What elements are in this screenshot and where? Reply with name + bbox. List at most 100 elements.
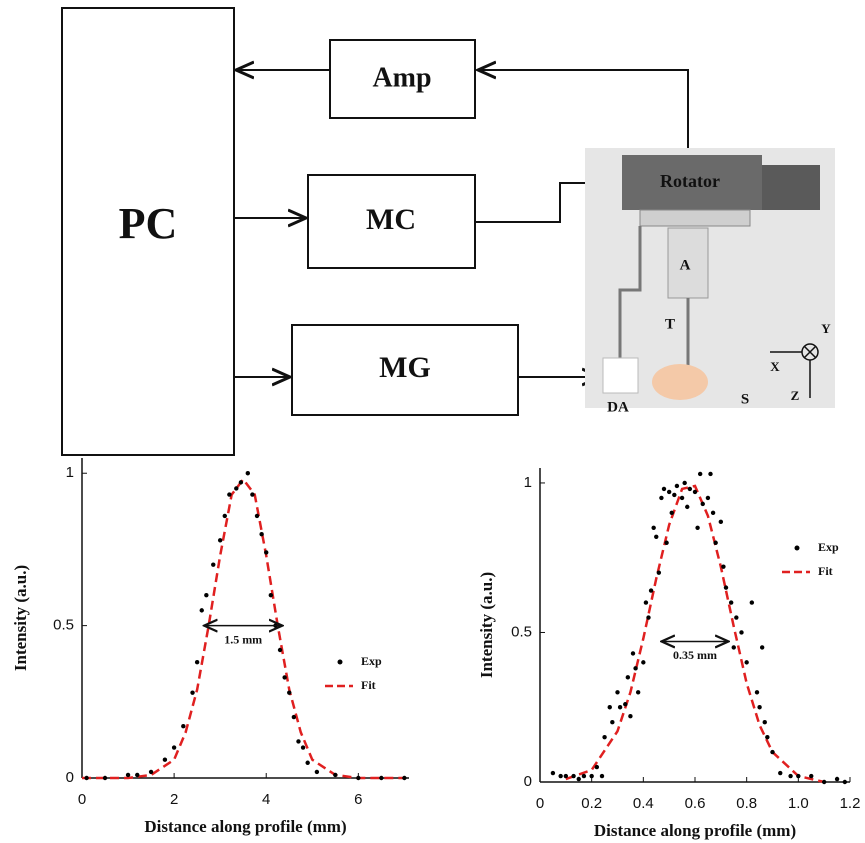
- x-tick-label: 0: [536, 795, 544, 812]
- mg-box: [291, 324, 519, 416]
- legend-label: Exp: [361, 654, 382, 668]
- data-point: [692, 489, 698, 495]
- data-point: [599, 773, 605, 779]
- axis-label: X: [770, 359, 780, 374]
- data-point: [646, 615, 651, 620]
- data-point: [615, 690, 620, 695]
- data-point: [834, 776, 840, 782]
- data-point: [379, 775, 384, 781]
- data-point: [643, 600, 649, 605]
- y-tick-label: 1: [524, 474, 532, 491]
- data-point: [697, 471, 703, 477]
- data-point: [842, 779, 848, 785]
- pc-box: [61, 7, 235, 456]
- y-axis-label: Intensity (a.u.): [477, 572, 496, 678]
- data-point: [757, 705, 762, 710]
- axis-icon: [770, 345, 817, 398]
- data-point: [708, 471, 713, 477]
- data-point: [571, 773, 576, 779]
- data-point: [749, 600, 755, 605]
- data-point: [734, 615, 739, 620]
- data-point: [628, 714, 633, 719]
- data-point: [623, 702, 628, 707]
- data-point: [254, 513, 260, 519]
- node-label: Rotator: [660, 171, 720, 191]
- legend-label: Fit: [361, 678, 376, 692]
- data-point: [602, 734, 607, 740]
- annotation: 0.35 mm: [673, 648, 717, 662]
- data-point: [550, 770, 556, 776]
- data-point: [617, 705, 623, 710]
- data-point: [581, 773, 587, 779]
- x-tick-label: 0.6: [685, 795, 706, 812]
- data-point: [135, 772, 140, 778]
- data-point: [666, 489, 672, 495]
- data-point: [713, 540, 718, 545]
- shaft: [667, 227, 709, 299]
- y-tick-label: 0: [524, 773, 532, 790]
- data-point: [718, 519, 724, 525]
- data-point: [291, 714, 297, 720]
- data-point: [728, 600, 734, 605]
- amp-box: [329, 39, 476, 119]
- axis-label: Z: [791, 388, 800, 403]
- y-tick-label: 1: [66, 464, 74, 481]
- data-point: [648, 588, 654, 593]
- data-point: [277, 647, 283, 653]
- data-point: [607, 705, 612, 710]
- data-point: [788, 773, 793, 779]
- data-point: [754, 690, 760, 695]
- data-point: [356, 775, 361, 781]
- x-axis-label: Distance along profile (mm): [594, 821, 796, 840]
- data-point: [333, 772, 338, 778]
- arrow: [478, 70, 689, 155]
- x-tick-label: 1.2: [840, 795, 861, 812]
- data-point: [674, 483, 680, 489]
- da-box: [602, 357, 639, 394]
- sample: [652, 364, 708, 400]
- disk: [639, 209, 751, 227]
- fit-line: [82, 477, 405, 780]
- data-point: [682, 480, 687, 486]
- data-point: [661, 486, 667, 492]
- data-point: [181, 723, 186, 729]
- data-point: [199, 608, 204, 613]
- data-point: [765, 734, 770, 740]
- node-label: PC: [119, 199, 178, 248]
- data-point: [268, 592, 274, 598]
- data-point: [796, 773, 801, 779]
- data-point: [731, 645, 736, 650]
- y-axis-label: Intensity (a.u.): [11, 565, 30, 671]
- node-label: MC: [366, 203, 416, 236]
- data-point: [594, 764, 600, 770]
- data-point: [705, 495, 711, 501]
- y-tick-label: 0.5: [511, 623, 532, 640]
- data-point: [563, 773, 569, 779]
- data-point: [610, 719, 615, 725]
- axis-label: Y: [821, 321, 831, 336]
- data-point: [204, 592, 209, 598]
- node-label: MG: [379, 351, 431, 384]
- node-label: A: [680, 257, 691, 273]
- legend-marker: [794, 545, 800, 551]
- data-point: [739, 630, 744, 635]
- data-point: [259, 531, 264, 537]
- data-point: [227, 492, 232, 497]
- data-point: [576, 776, 581, 782]
- data-point: [723, 585, 729, 590]
- data-point: [633, 666, 638, 671]
- legend-label: Fit: [818, 564, 833, 578]
- data-point: [194, 659, 200, 665]
- data-point: [770, 749, 775, 755]
- x-tick-label: 0.8: [736, 795, 757, 812]
- x-tick-label: 0.2: [581, 795, 602, 812]
- data-point: [759, 645, 765, 650]
- x-tick-label: 2: [170, 791, 178, 808]
- x-tick-label: 6: [354, 791, 362, 808]
- data-point: [687, 486, 693, 492]
- data-point: [238, 480, 244, 485]
- data-point: [679, 495, 685, 501]
- x-tick-label: 0: [78, 791, 86, 808]
- data-point: [651, 525, 656, 531]
